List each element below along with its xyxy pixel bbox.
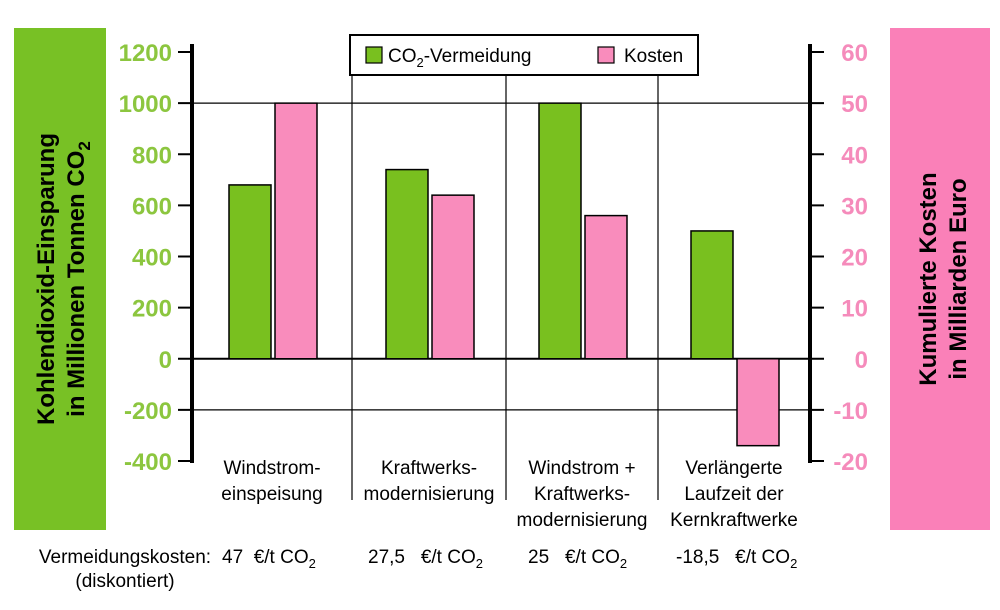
- category-label: Windstrom + Kraftwerks-modernisierung: [516, 458, 648, 531]
- left-tick-label: 1200: [119, 40, 172, 67]
- right-tick-label: 20: [841, 245, 868, 272]
- left-tick-label: -200: [124, 398, 172, 425]
- category-label: Windstrom-einspeisung: [221, 458, 323, 505]
- legend-box: [349, 34, 699, 76]
- right-tick-label: -20: [833, 449, 868, 476]
- bar-kosten: [431, 194, 475, 360]
- avoidance-cost-1: 47 €/t CO2: [222, 547, 316, 571]
- right-tick-label: 40: [841, 142, 868, 169]
- category-label: Kraftwerks-modernisierung: [363, 458, 495, 505]
- bar-co2-vermeidung: [538, 102, 582, 360]
- bar-co2-vermeidung: [690, 230, 734, 360]
- legend-swatch-kosten: [597, 46, 615, 64]
- legend-label-kosten: Kosten: [624, 46, 683, 67]
- left-tick-label: 200: [132, 296, 172, 323]
- left-tick-label: 400: [132, 245, 172, 272]
- category-label: Verlängerte Laufzeit der Kernkraftwerke: [670, 458, 798, 531]
- left-axis-title: Kohlendioxid-Einsparung in Millionen Tonn…: [33, 133, 94, 425]
- right-axis-title-band: [890, 28, 990, 530]
- right-tick-label: 50: [841, 91, 868, 118]
- left-tick-label: 0: [159, 347, 172, 374]
- right-tick-label: 30: [841, 193, 868, 220]
- bar-kosten: [736, 358, 780, 447]
- bar-co2-vermeidung: [385, 168, 429, 360]
- costs-row-label: Vermeidungskosten: (diskontiert): [38, 547, 212, 592]
- right-tick-label: 10: [841, 296, 868, 323]
- right-tick-label: 0: [855, 347, 868, 374]
- right-tick-label: 60: [841, 40, 868, 67]
- right-axis-title: Kumulierte Kosten in Milliarden Euro: [915, 172, 972, 385]
- legend-label-co2: CO2-Vermeidung: [388, 46, 531, 70]
- right-tick-label: -10: [833, 398, 868, 425]
- left-tick-label: -400: [124, 449, 172, 476]
- bar-kosten: [274, 102, 318, 360]
- bar-co2-vermeidung: [228, 184, 272, 360]
- avoidance-cost-3: 25 €/t CO2: [528, 547, 628, 571]
- left-tick-label: 1000: [119, 91, 172, 118]
- legend-swatch-co2: [365, 46, 383, 64]
- avoidance-cost-4: -18,5 €/t CO2: [676, 547, 798, 571]
- bar-kosten: [584, 214, 628, 360]
- left-tick-label: 800: [132, 142, 172, 169]
- left-axis-title-band: [14, 28, 106, 530]
- left-tick-label: 600: [132, 193, 172, 220]
- avoidance-cost-2: 27,5 €/t CO2: [368, 547, 483, 571]
